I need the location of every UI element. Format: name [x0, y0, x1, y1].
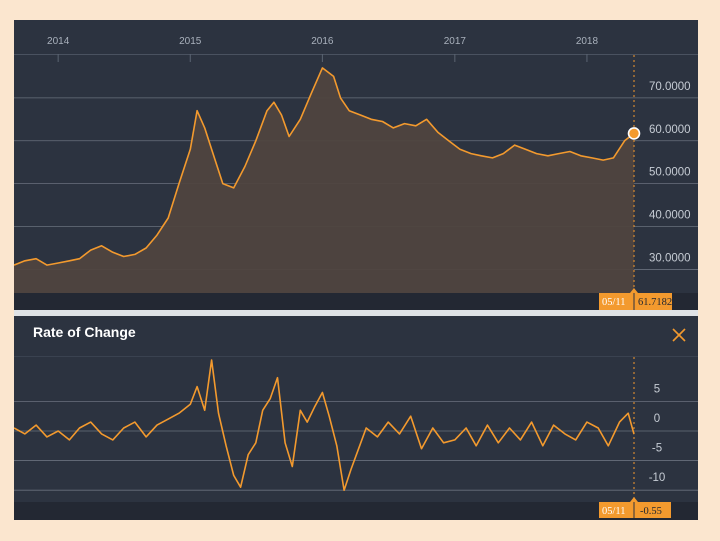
indicator-y-tick-label: -10	[649, 472, 666, 484]
indicator-last-tag: 05/11 -0.55	[599, 502, 671, 518]
price-panel: 2014 2015 2016 2017 2018 30.0000 40.0000 50.00…	[14, 36, 698, 310]
indicator-gridlines	[14, 400, 698, 491]
x-axis-ticks: 2014 2015 2016 2017 2018	[47, 36, 599, 62]
indicator-line	[14, 359, 635, 491]
price-last-tag: 05/11 61.7182	[599, 293, 672, 310]
indicator-header-divider	[14, 356, 698, 357]
price-tag-bg	[599, 293, 672, 310]
price-y-tick-label: 60.0000	[649, 124, 691, 136]
price-y-tick-label: 30.0000	[649, 252, 691, 264]
x-tick-label: 2014	[47, 36, 70, 47]
indicator-y-axis-ticks: 5 0 -5 -10	[649, 383, 666, 484]
indicator-panel: Rate of Change 5 0 -5 -10 05/11 -0.55	[14, 310, 698, 520]
close-icon-stroke-b	[672, 328, 686, 342]
price-crosshair-pointer	[630, 288, 638, 293]
chart-frame: 2014 2015 2016 2017 2018 30.0000 40.0000 50.00…	[14, 20, 698, 520]
price-line	[14, 67, 635, 266]
x-tick-label: 2017	[444, 36, 467, 47]
indicator-tag-bg	[599, 502, 671, 518]
close-icon[interactable]	[668, 324, 690, 346]
panel-separator	[14, 310, 698, 316]
x-tick-label: 2015	[179, 36, 202, 47]
indicator-y-tick-label: 0	[654, 413, 660, 425]
indicator-bottom-strip	[14, 502, 698, 520]
price-last-point[interactable]	[627, 127, 641, 140]
price-tag-value: 61.7182	[638, 297, 672, 308]
x-axis-divider	[14, 54, 698, 55]
indicator-title: Rate of Change	[33, 324, 136, 340]
price-y-tick-label: 40.0000	[649, 210, 691, 222]
indicator-tag-value: -0.55	[640, 506, 662, 517]
indicator-y-tick-label: 5	[654, 383, 660, 395]
x-tick-label: 2016	[311, 36, 334, 47]
indicator-tag-date: 05/11	[602, 506, 626, 517]
price-y-tick-label: 70.0000	[649, 81, 691, 93]
x-tick-label: 2018	[576, 36, 599, 47]
price-bottom-strip	[14, 293, 698, 310]
indicator-crosshair-pointer	[630, 497, 638, 502]
price-y-axis-ticks: 30.0000 40.0000 50.0000 60.0000 70.0000	[649, 81, 691, 265]
indicator-y-tick-label: -5	[652, 443, 662, 455]
price-tag-date: 05/11	[602, 297, 626, 308]
price-area	[14, 67, 634, 294]
price-y-tick-label: 50.0000	[649, 167, 691, 179]
chart-svg: 2014 2015 2016 2017 2018 30.0000 40.0000 50.00…	[14, 36, 698, 520]
